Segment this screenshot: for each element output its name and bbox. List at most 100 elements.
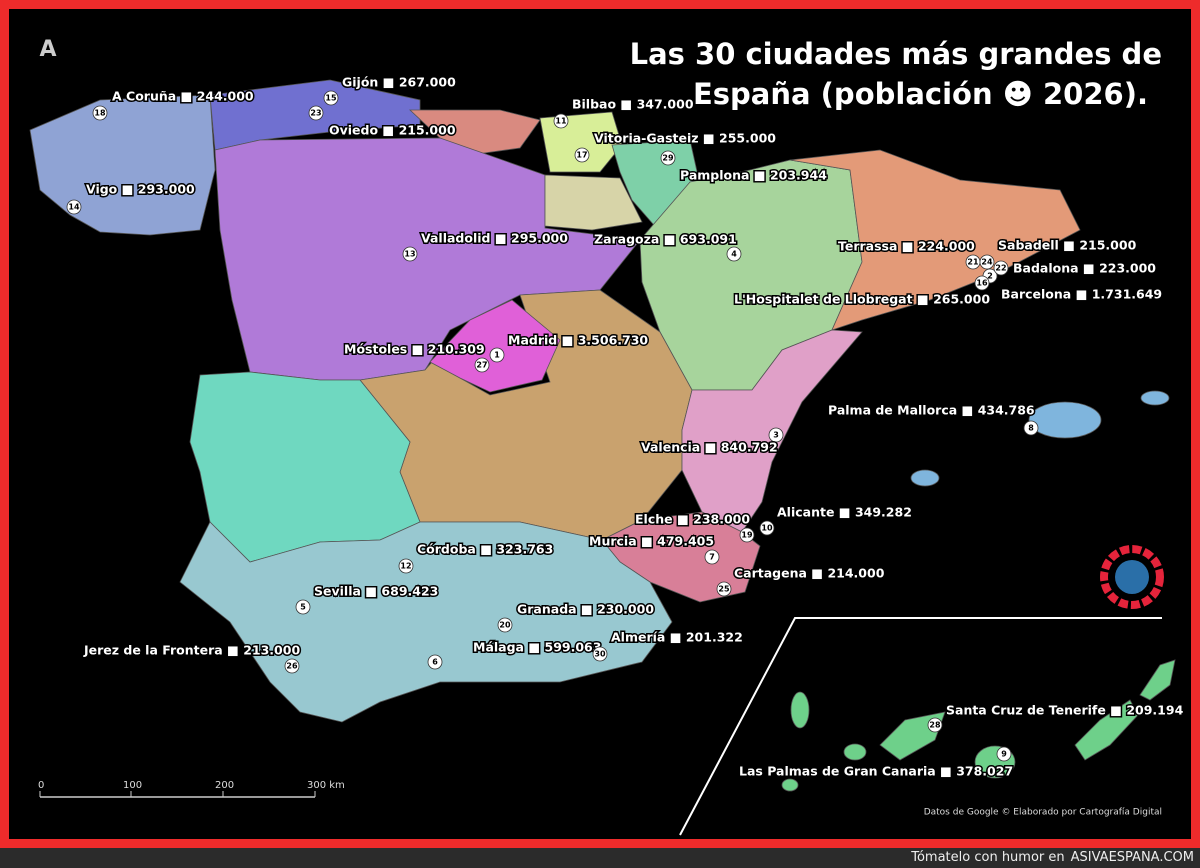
city-marker [726,246,742,262]
city-label: Málaga ■ 599.063 [473,640,601,655]
city-label: Elche ■ 238.000 [635,512,750,527]
city-rank: 19 [741,531,753,540]
scale-bar: 0 100 200 300 km [38,780,345,798]
city-marker [308,105,324,121]
city-marker [974,275,990,291]
city-label: Granada ■ 230.000 [517,602,654,617]
footer-site: ASIVAESPANA.COM [1070,850,1194,865]
city-rank: 28 [929,721,941,730]
city-marker [704,549,720,565]
island-fuerteventura [1074,699,1139,761]
city-rank: 27 [476,361,487,370]
city-rank: 5 [300,603,306,612]
city-label: Sevilla ■ 689.423 [314,584,438,599]
city-marker [402,246,418,262]
city-marker [284,658,300,674]
city-marker [489,347,505,363]
city-label: Alicante ■ 349.282 [777,505,912,520]
city-marker [993,260,1009,276]
city-label: Bilbao ■ 347.000 [572,97,694,112]
city-rank: 22 [995,264,1006,273]
city-rank: 2 [987,272,993,281]
region-mallorca [1028,401,1102,439]
island-la-gomera [843,743,867,761]
city-marker [92,105,108,121]
city-marker [927,717,943,733]
city-label: Valladolid ■ 295.000 [421,231,568,246]
city-label: A Coruña ■ 244.000 [112,89,254,104]
credits: Datos de Google © Elaborado por Cartogra… [924,808,1162,818]
city-label: Badalona ■ 223.000 [1013,261,1156,276]
city-marker [979,254,995,270]
regions [29,79,1176,792]
title-line-2: España (población ☻ 2026). [693,77,1148,111]
title-line-1: Las 30 ciudades más grandes de [630,37,1162,71]
compass: A [39,37,56,62]
sdg-wheel [1100,545,1164,609]
sdg-globe [1115,560,1149,594]
cities: 1 Madrid ■ 3.506.730 2 Barcelona ■ 1.731.64… [66,73,1185,780]
city-label: Barcelona ■ 1.731.649 [1001,287,1162,302]
canary-divider [679,617,1162,836]
city-rank: 17 [576,151,587,160]
city-label: Cartagena ■ 214.000 [734,566,885,581]
city-rank: 24 [981,258,993,267]
city-marker [768,427,784,443]
region-andalucia [179,521,673,723]
city-label: Madrid ■ 3.506.730 [508,333,648,348]
city-marker [759,520,775,536]
city-marker [398,558,414,574]
city-label: Vitoria-Gasteiz ■ 255.000 [594,131,776,146]
island-el-hierro [781,778,799,792]
city-marker [716,581,732,597]
city-rank: 10 [761,524,773,533]
city-rank: 14 [68,203,80,212]
region-madrid [429,299,561,393]
city-label: Almería ■ 201.322 [611,630,743,645]
city-rank: 4 [731,250,737,259]
footer: Tómatelo con humor en ASIVAESPANA.COM [0,848,1200,868]
city-label: Córdoba ■ 323.763 [417,542,553,557]
city-label: Gijón ■ 267.000 [342,75,456,90]
city-rank: 8 [1028,424,1034,433]
city-rank: 3 [773,431,779,440]
city-marker [592,646,608,662]
city-marker [739,527,755,543]
city-marker [574,147,590,163]
region-ibiza [910,469,940,487]
map: A Las 30 ciudades más grandes de España … [0,0,1200,848]
footer-prefix: Tómatelo con humor en [911,850,1065,865]
city-rank: 6 [432,658,438,667]
city-label: Murcia ■ 479.405 [589,534,714,549]
city-label: Las Palmas de Gran Canaria ■ 378.027 [739,764,1013,779]
city-marker [660,150,676,166]
city-marker [66,199,82,215]
region-la-rioja [544,174,643,231]
city-label: Móstoles ■ 210.309 [344,342,485,357]
city-rank: 25 [718,585,730,594]
city-rank: 23 [310,109,321,118]
region-cataluna [789,149,1081,331]
city-marker [1023,420,1039,436]
scale-label: 100 [123,780,142,791]
city-rank: 20 [499,621,511,630]
city-rank: 26 [286,662,298,671]
city-rank: 15 [325,94,337,103]
city-label: Jerez de la Frontera ■ 213.000 [83,643,300,658]
scale-label: 0 [38,780,44,791]
scale-label: 200 [215,780,234,791]
city-rank: 7 [709,553,715,562]
city-rank: 11 [555,117,567,126]
city-rank: 30 [594,650,606,659]
city-label: Santa Cruz de Tenerife ■ 209.194 [946,703,1184,718]
city-label: Terrassa ■ 224.000 [838,239,975,254]
city-rank: 13 [404,250,415,259]
city-label: Valencia ■ 840.792 [641,440,778,455]
city-label: Oviedo ■ 215.000 [329,123,456,138]
city-marker [474,357,490,373]
scale-label: 300 km [307,780,345,791]
city-rank: 9 [1001,750,1007,759]
city-marker [553,113,569,129]
city-label: Vigo ■ 293.000 [86,182,195,197]
city-marker [323,90,339,106]
